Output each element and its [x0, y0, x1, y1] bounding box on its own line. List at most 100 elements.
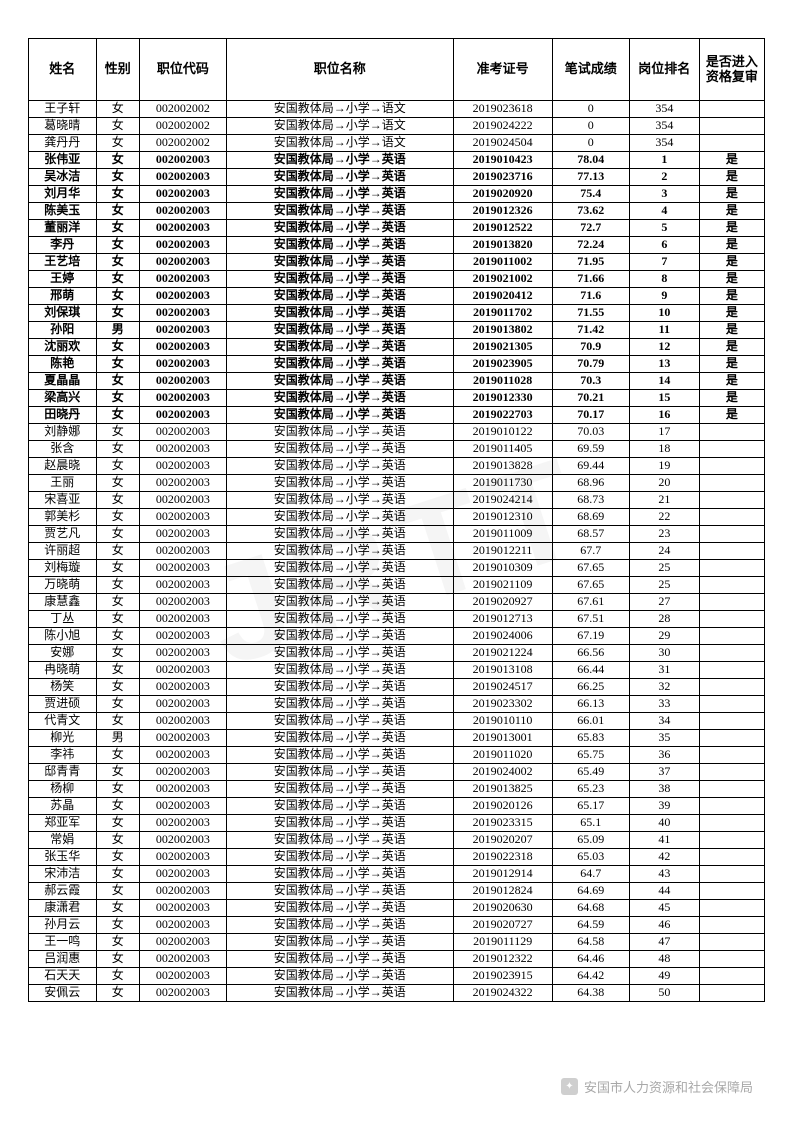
table-row: 梁高兴女002002003安国教体局→小学→英语201901233070.211… [29, 390, 765, 407]
cell: 2019011028 [453, 373, 552, 390]
cell: 是 [699, 152, 764, 169]
cell: 女 [96, 764, 139, 781]
table-head: 姓名性别职位代码职位名称准考证号笔试成绩岗位排名是否进入资格复审 [29, 39, 765, 101]
cell: 22 [629, 509, 699, 526]
cell: 董丽洋 [29, 220, 97, 237]
cell: 002002003 [139, 577, 226, 594]
cell: 女 [96, 237, 139, 254]
cell: 50 [629, 985, 699, 1002]
cell: 2019023302 [453, 696, 552, 713]
cell [699, 798, 764, 815]
cell: 002002003 [139, 492, 226, 509]
cell [699, 781, 764, 798]
cell: 002002003 [139, 288, 226, 305]
cell [699, 424, 764, 441]
cell: 安国教体局→小学→英语 [226, 577, 453, 594]
cell: 安国教体局→小学→英语 [226, 594, 453, 611]
table-row: 孙月云女002002003安国教体局→小学→英语201902072764.594… [29, 917, 765, 934]
cell: 安国教体局→小学→英语 [226, 220, 453, 237]
cell: 002002003 [139, 866, 226, 883]
cell: 是 [699, 169, 764, 186]
table-row: 张含女002002003安国教体局→小学→英语201901140569.5918 [29, 441, 765, 458]
cell: 男 [96, 730, 139, 747]
table-row: 贾艺凡女002002003安国教体局→小学→英语201901100968.572… [29, 526, 765, 543]
cell: 2019012824 [453, 883, 552, 900]
cell: 2019021305 [453, 339, 552, 356]
cell: 002002002 [139, 118, 226, 135]
cell: 002002003 [139, 662, 226, 679]
cell: 2019020727 [453, 917, 552, 934]
cell: 8 [629, 271, 699, 288]
cell: 女 [96, 883, 139, 900]
cell: 康慧鑫 [29, 594, 97, 611]
cell [699, 968, 764, 985]
table-row: 贾进硕女002002003安国教体局→小学→英语201902330266.133… [29, 696, 765, 713]
table-row: 宋沛洁女002002003安国教体局→小学→英语201901291464.743 [29, 866, 765, 883]
cell: 女 [96, 713, 139, 730]
cell: 2019011002 [453, 254, 552, 271]
cell: 65.09 [552, 832, 629, 849]
cell [699, 101, 764, 118]
cell: 女 [96, 849, 139, 866]
cell: 安国教体局→小学→英语 [226, 152, 453, 169]
cell: 李祎 [29, 747, 97, 764]
table-row: 安娜女002002003安国教体局→小学→英语201902122466.5630 [29, 645, 765, 662]
cell: 2019011020 [453, 747, 552, 764]
cell: 002002003 [139, 441, 226, 458]
cell: 女 [96, 390, 139, 407]
cell: 2019021002 [453, 271, 552, 288]
cell: 赵晨晓 [29, 458, 97, 475]
cell: 安国教体局→小学→英语 [226, 288, 453, 305]
cell: 是 [699, 390, 764, 407]
table-row: 刘保琪女002002003安国教体局→小学→英语201901170271.551… [29, 305, 765, 322]
table-row: 柳光男002002003安国教体局→小学→英语201901300165.8335 [29, 730, 765, 747]
cell: 女 [96, 271, 139, 288]
cell: 安国教体局→小学→英语 [226, 475, 453, 492]
cell: 张伟亚 [29, 152, 97, 169]
cell: 2019011129 [453, 934, 552, 951]
cell: 75.4 [552, 186, 629, 203]
cell: 女 [96, 305, 139, 322]
cell: 67.65 [552, 560, 629, 577]
cell: 女 [96, 900, 139, 917]
cell: 安国教体局→小学→英语 [226, 968, 453, 985]
cell: 2019012310 [453, 509, 552, 526]
cell: 安国教体局→小学→英语 [226, 458, 453, 475]
cell: 9 [629, 288, 699, 305]
cell: 安国教体局→小学→英语 [226, 373, 453, 390]
cell: 67.7 [552, 543, 629, 560]
cell [699, 458, 764, 475]
cell: 002002003 [139, 815, 226, 832]
cell: 陈美玉 [29, 203, 97, 220]
table-row: 杨笑女002002003安国教体局→小学→英语201902451766.2532 [29, 679, 765, 696]
cell: 是 [699, 186, 764, 203]
cell: 2019021224 [453, 645, 552, 662]
cell: 2019020920 [453, 186, 552, 203]
cell: 安国教体局→小学→英语 [226, 237, 453, 254]
table-row: 龚丹丹女002002002安国教体局→小学→语文20190245040354 [29, 135, 765, 152]
cell: 是 [699, 407, 764, 424]
cell: 002002003 [139, 339, 226, 356]
cell: 田晓丹 [29, 407, 97, 424]
cell: 宋喜亚 [29, 492, 97, 509]
cell: 女 [96, 203, 139, 220]
cell: 女 [96, 577, 139, 594]
cell: 安国教体局→小学→英语 [226, 730, 453, 747]
cell: 女 [96, 866, 139, 883]
cell [699, 577, 764, 594]
cell: 2019010423 [453, 152, 552, 169]
cell: 2019013802 [453, 322, 552, 339]
cell: 2019011009 [453, 526, 552, 543]
cell: 6 [629, 237, 699, 254]
cell: 69.44 [552, 458, 629, 475]
table-row: 邢萌女002002003安国教体局→小学→英语201902041271.69是 [29, 288, 765, 305]
table-row: 王丽女002002003安国教体局→小学→英语201901173068.9620 [29, 475, 765, 492]
cell: 77.13 [552, 169, 629, 186]
cell: 002002003 [139, 254, 226, 271]
cell: 女 [96, 781, 139, 798]
cell: 002002003 [139, 849, 226, 866]
header-cell: 岗位排名 [629, 39, 699, 101]
cell: 杨笑 [29, 679, 97, 696]
cell: 68.69 [552, 509, 629, 526]
cell: 女 [96, 968, 139, 985]
